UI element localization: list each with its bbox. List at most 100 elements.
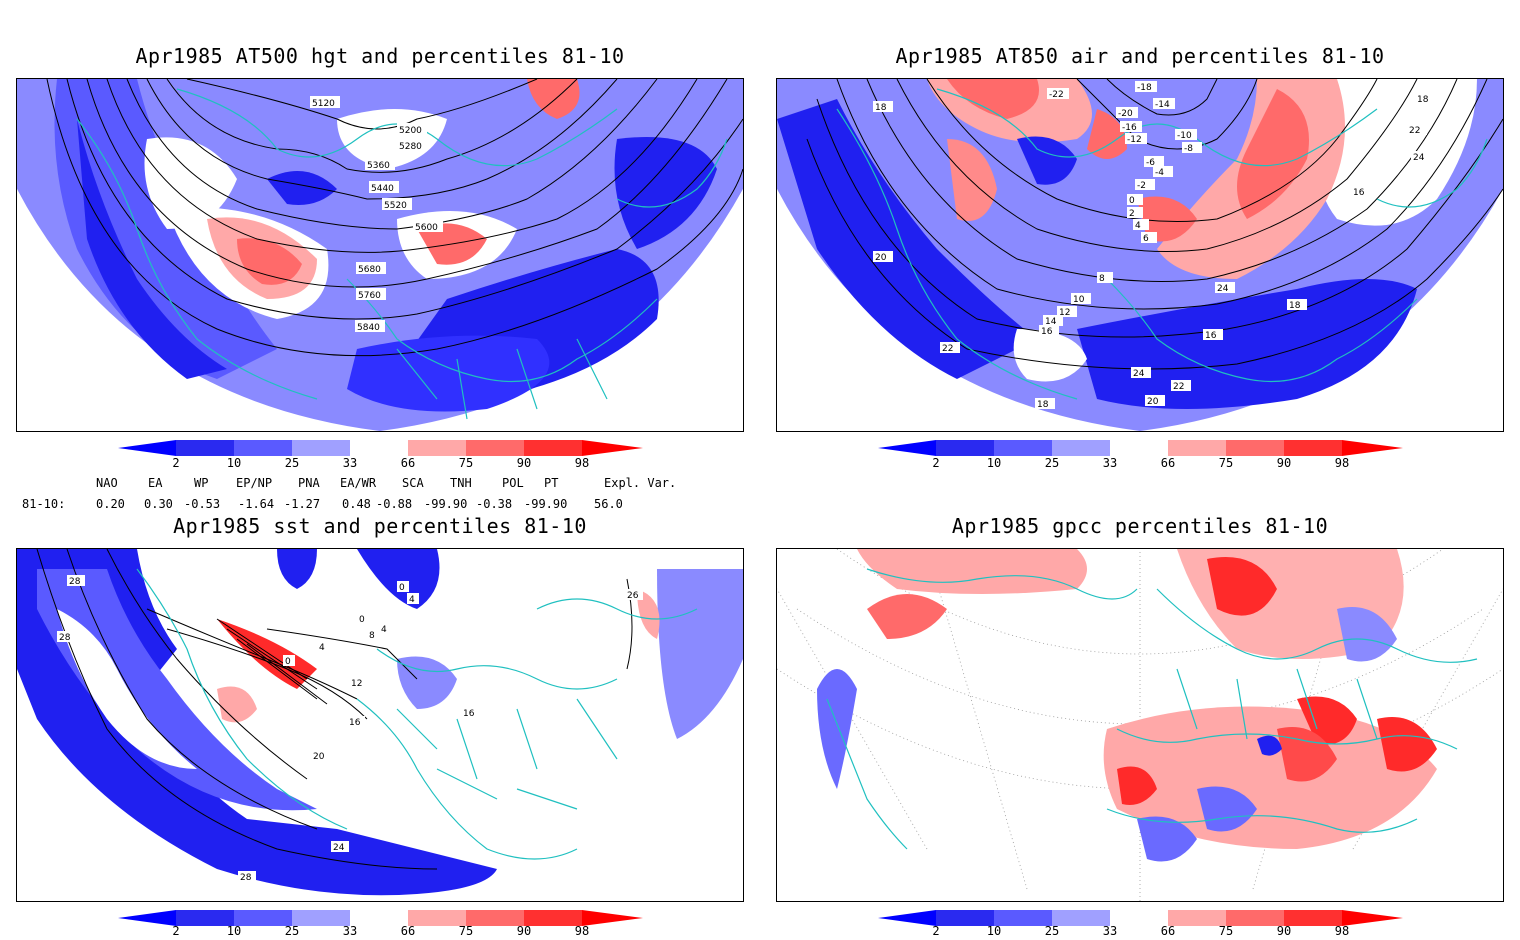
map-panel-sst: 28 28 0 4 8 12 16 20 24 28 0 4 16 26 0 4: [16, 548, 744, 902]
colorbar-top-left: 2 10 25 33 66 75 90 98: [118, 440, 643, 470]
panel-title-top-right: Apr1985 AT850 air and percentiles 81-10: [895, 44, 1385, 68]
tele-value: -1.27: [284, 497, 321, 511]
contour-label: -20: [1118, 109, 1133, 119]
tele-header: EA/WR: [340, 476, 377, 490]
contour-label: 4: [381, 625, 387, 635]
colorbar-label: 25: [284, 924, 300, 938]
contour-label: 16: [1205, 331, 1217, 341]
contour-label: 28: [69, 577, 81, 587]
colorbar-label: 66: [1160, 924, 1176, 938]
contour-label: 5280: [399, 142, 422, 152]
colorbar-label: 25: [1044, 924, 1060, 938]
contour-label: -14: [1155, 100, 1170, 110]
contour-label: 24: [1413, 153, 1425, 163]
colorbar-label: 33: [342, 456, 358, 470]
colorbar-label: 10: [226, 456, 242, 470]
contour-label: 0: [285, 657, 291, 667]
contour-label: 22: [942, 344, 953, 354]
contour-label: 8: [369, 631, 375, 641]
colorbar-label: 10: [986, 456, 1002, 470]
panel-title-top-left: Apr1985 AT500 hgt and percentiles 81-10: [135, 44, 625, 68]
colorbar-label: 25: [284, 456, 300, 470]
tele-header: PT: [544, 476, 559, 490]
contour-label: 28: [59, 633, 71, 643]
contour-label: 22: [1173, 382, 1184, 392]
tele-value: -0.88: [376, 497, 413, 511]
colorbar-label: 10: [226, 924, 242, 938]
colorbar-label: 2: [172, 456, 180, 470]
colorbar-label: 98: [574, 456, 590, 470]
colorbar-label: 2: [932, 456, 940, 470]
map-panel-gpcc: [776, 548, 1504, 902]
colorbar-label: 75: [1218, 456, 1234, 470]
colorbar-label: 75: [458, 924, 474, 938]
colorbar-bottom-left: 2 10 25 33 66 75 90 98: [118, 910, 643, 940]
colorbar-label: 90: [1276, 456, 1292, 470]
contour-label: -2: [1137, 181, 1146, 191]
contour-label: 5600: [415, 223, 438, 233]
contour-labels: 5120 5200 5280 5360 5440 5520 5600 5680 …: [310, 96, 443, 333]
contour-label: 22: [1409, 126, 1420, 136]
tele-value: 0.20: [96, 497, 125, 511]
map-panel-z500: 5120 5200 5280 5360 5440 5520 5600 5680 …: [16, 78, 744, 432]
colorbar-label: 33: [1102, 924, 1118, 938]
colorbar-label: 33: [1102, 456, 1118, 470]
tele-value: 0.30: [144, 497, 173, 511]
contour-label: 5360: [367, 161, 390, 171]
contour-label: 24: [333, 843, 345, 853]
tele-header: POL: [502, 476, 524, 490]
contour-label: -16: [1122, 123, 1137, 133]
contour-label: 4: [1135, 221, 1141, 231]
contour-label: 16: [463, 709, 475, 719]
colorbar-label: 75: [1218, 924, 1234, 938]
contour-label: 5200: [399, 126, 422, 136]
contour-label: 28: [240, 873, 252, 883]
contour-label: 24: [1133, 369, 1145, 379]
tele-value: -99.90: [424, 497, 468, 511]
colorbar-label: 66: [400, 924, 416, 938]
colorbar-label: 2: [172, 924, 180, 938]
contour-label: 6: [1143, 234, 1149, 244]
colorbar-bottom-right: 2 10 25 33 66 75 90 98: [878, 910, 1403, 940]
colorbar-top-right: 2 10 25 33 66 75 90 98: [878, 440, 1403, 470]
panel-title-bottom-right: Apr1985 gpcc percentiles 81-10: [951, 514, 1329, 538]
tele-value: -0.53: [184, 497, 221, 511]
colorbar-label: 98: [1334, 924, 1350, 938]
contour-label: 2: [1129, 209, 1135, 219]
contour-label: 5840: [357, 323, 380, 333]
contour-label: 5440: [371, 184, 394, 194]
contour-label: 0: [399, 583, 405, 593]
tele-row-label: 81-10:: [22, 497, 66, 511]
map-panel-t850: -22 -18 -14 -20 -16 -12 -10 -8 -6 -4 -2 …: [776, 78, 1504, 432]
contour-label: 18: [1037, 400, 1049, 410]
tele-value: -1.64: [238, 497, 275, 511]
contour-label: 18: [1417, 95, 1429, 105]
contour-label: 16: [1353, 188, 1365, 198]
contour-label: 12: [1059, 308, 1070, 318]
colorbar-label: 66: [1160, 456, 1176, 470]
colorbar-label: 2: [932, 924, 940, 938]
contour-label: 20: [313, 752, 325, 762]
colorbar-label: 98: [574, 924, 590, 938]
contour-label: 5520: [384, 201, 407, 211]
tele-header: TNH: [450, 476, 472, 490]
contour-label: -22: [1049, 90, 1064, 100]
colorbar-label: 10: [986, 924, 1002, 938]
tele-header: Expl. Var.: [604, 476, 677, 490]
contour-label: 16: [1041, 327, 1053, 337]
colorbar-label: 25: [1044, 456, 1060, 470]
contour-label: 18: [875, 103, 887, 113]
contour-label: 20: [1147, 397, 1159, 407]
contour-label: 5760: [358, 291, 381, 301]
contour-label: 16: [349, 718, 361, 728]
tele-value: -0.38: [476, 497, 513, 511]
contour-label: 10: [1073, 295, 1085, 305]
contour-label: -18: [1137, 83, 1152, 93]
colorbar-label: 66: [400, 456, 416, 470]
contour-label: -4: [1155, 168, 1164, 178]
tele-value: 0.48: [342, 497, 371, 511]
colorbar-label: 75: [458, 456, 474, 470]
colorbar-label: 90: [516, 924, 532, 938]
contour-label: -6: [1146, 158, 1155, 168]
tele-value: 56.0: [594, 497, 623, 511]
